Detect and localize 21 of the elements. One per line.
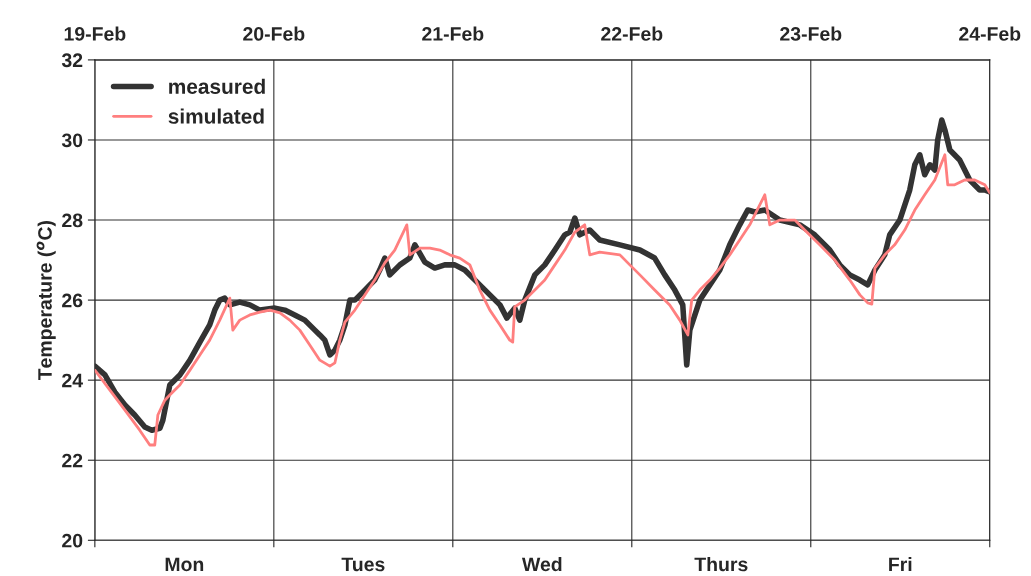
text: Thurs — [694, 556, 748, 572]
y-axis-title: Temperature ($^{o}$C) — [36, 221, 56, 381]
y-tick-label: 20 — [62, 533, 83, 548]
x-tick-label: 24-Feb — [959, 26, 1021, 41]
y-tick-label: 30 — [61, 133, 83, 148]
y-tick-label: 26 — [62, 293, 83, 308]
x-tick-label: 19-Feb — [64, 26, 126, 41]
legend-label: measured — [169, 78, 265, 94]
y-tick-label: 28 — [62, 213, 83, 228]
x-tick-label: 22-Feb — [601, 26, 663, 41]
text: Mon — [165, 557, 204, 572]
legend-label: simulated — [168, 108, 264, 124]
y-tick-label: 24 — [62, 373, 83, 388]
y-tick-label: 22 — [62, 453, 83, 468]
x-tick-label: 21-Feb — [422, 26, 484, 41]
text: Fri — [889, 556, 912, 572]
text: Wed — [521, 556, 562, 572]
x-tick-label: 23-Feb — [780, 26, 842, 41]
x-tick-label: 20-Feb — [243, 26, 305, 41]
text: Tues — [341, 557, 385, 572]
y-tick-label: 32 — [61, 53, 83, 68]
